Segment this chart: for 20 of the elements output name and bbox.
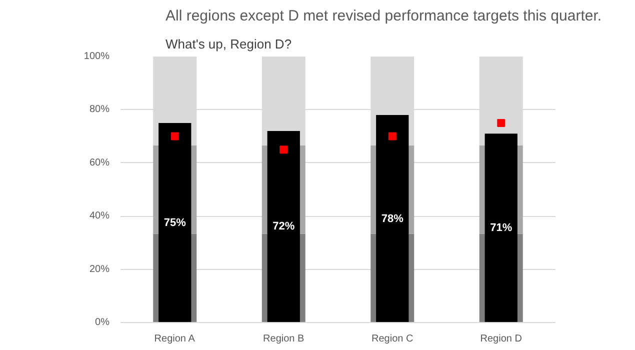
data-label: 71% bbox=[490, 222, 512, 234]
x-tick-label: Region B bbox=[263, 334, 305, 344]
point bbox=[497, 119, 506, 127]
y-tick-label: 60% bbox=[89, 157, 110, 168]
data-label: 78% bbox=[381, 212, 404, 225]
point bbox=[170, 132, 179, 140]
y-tick-label: 80% bbox=[89, 104, 110, 116]
x-tick-label: Region C bbox=[372, 334, 414, 344]
data-label: 72% bbox=[272, 220, 295, 233]
chart-subtitle: What's up, Region D? bbox=[166, 36, 292, 52]
x-tick-label: Region A bbox=[154, 334, 196, 344]
point bbox=[388, 132, 396, 140]
y-tick-label: 100% bbox=[84, 51, 110, 62]
y-tick-label: 20% bbox=[89, 264, 110, 275]
chart-title: All regions except D met revised performance targets this quarter. bbox=[166, 8, 602, 24]
data-label: 75% bbox=[164, 216, 186, 229]
y-tick-label: 0% bbox=[95, 317, 110, 328]
point bbox=[280, 146, 288, 154]
y-tick-label: 40% bbox=[89, 210, 110, 222]
x-tick-label: Region D bbox=[480, 334, 522, 344]
